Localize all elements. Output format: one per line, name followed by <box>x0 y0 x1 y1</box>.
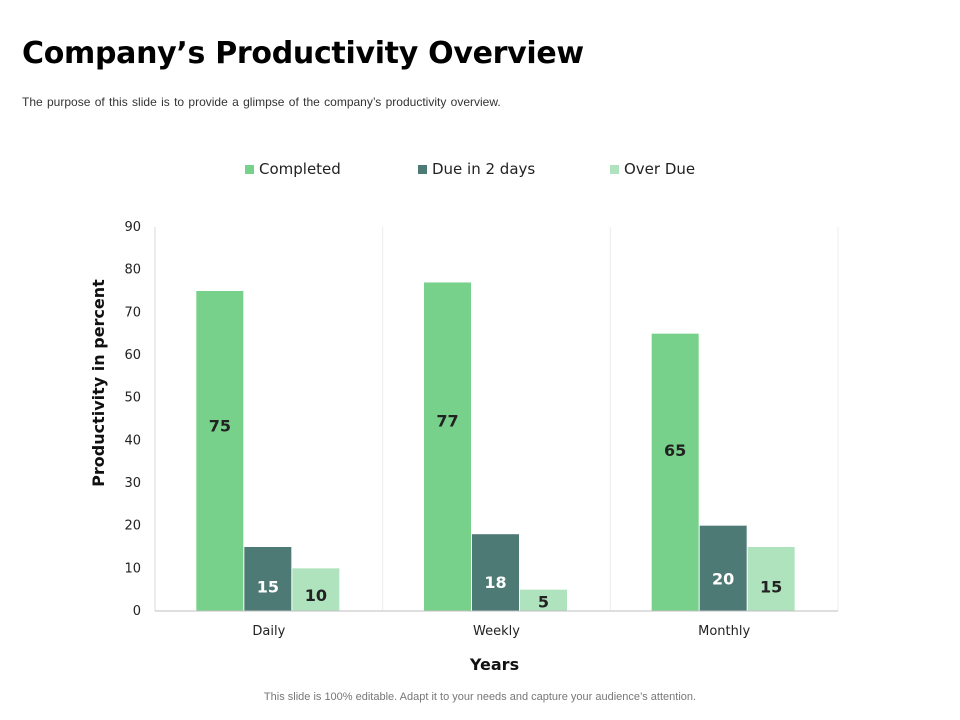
legend-item-due-in-2-days: Due in 2 days <box>418 160 535 178</box>
y-tick-label: 60 <box>124 348 141 363</box>
x-axis-title: Years <box>469 655 519 674</box>
x-tick-label: Daily <box>252 624 285 639</box>
y-tick-label: 70 <box>124 305 141 320</box>
chart-legend: Completed Due in 2 days Over Due <box>0 160 960 180</box>
y-tick-label: 80 <box>124 263 141 278</box>
legend-item-completed: Completed <box>245 160 341 178</box>
bar <box>244 547 292 611</box>
bar <box>292 568 340 611</box>
bar <box>424 282 471 611</box>
bar <box>520 589 567 611</box>
x-tick-label: Monthly <box>698 624 750 639</box>
page-subtitle: The purpose of this slide is to provide … <box>22 95 501 109</box>
data-label: 75 <box>209 416 231 435</box>
y-tick-label: 30 <box>124 476 141 491</box>
data-label: 20 <box>712 570 734 589</box>
legend-label-over-due: Over Due <box>624 160 696 178</box>
legend-swatch-over-due <box>610 164 619 174</box>
legend-label-due-in-2-days: Due in 2 days <box>432 160 536 178</box>
x-tick-label: Weekly <box>473 624 520 639</box>
y-tick-label: 90 <box>124 220 141 235</box>
data-label: 5 <box>538 592 549 611</box>
y-tick-label: 0 <box>133 604 141 619</box>
legend-swatch-completed <box>245 164 254 174</box>
y-tick-label: 20 <box>124 519 141 534</box>
data-label: 77 <box>436 411 458 430</box>
bar <box>472 534 519 611</box>
legend-label-completed: Completed <box>259 160 341 178</box>
bar-chart: 0 10 20 30 40 50 60 70 80 90 75 15 10 Daily 77 18 5 Weekl… <box>89 220 839 674</box>
data-label: 18 <box>484 573 506 592</box>
footer-note: This slide is 100% editable. Adapt it to… <box>263 691 697 703</box>
data-label: 15 <box>257 578 279 597</box>
page-title: Company’s Productivity Overview <box>22 36 584 71</box>
legend-item-over-due: Over Due <box>610 160 695 178</box>
data-label: 10 <box>305 586 327 605</box>
data-label: 65 <box>664 441 686 460</box>
data-label: 15 <box>760 578 782 597</box>
bar <box>196 291 244 611</box>
bar <box>699 525 747 611</box>
y-axis-title: Productivity in percent <box>89 279 108 487</box>
y-tick-label: 40 <box>124 433 141 448</box>
bar <box>747 547 795 611</box>
bar <box>651 333 699 611</box>
y-tick-label: 10 <box>124 561 141 576</box>
y-tick-label: 50 <box>124 391 141 406</box>
legend-swatch-due-in-2-days <box>418 164 427 174</box>
